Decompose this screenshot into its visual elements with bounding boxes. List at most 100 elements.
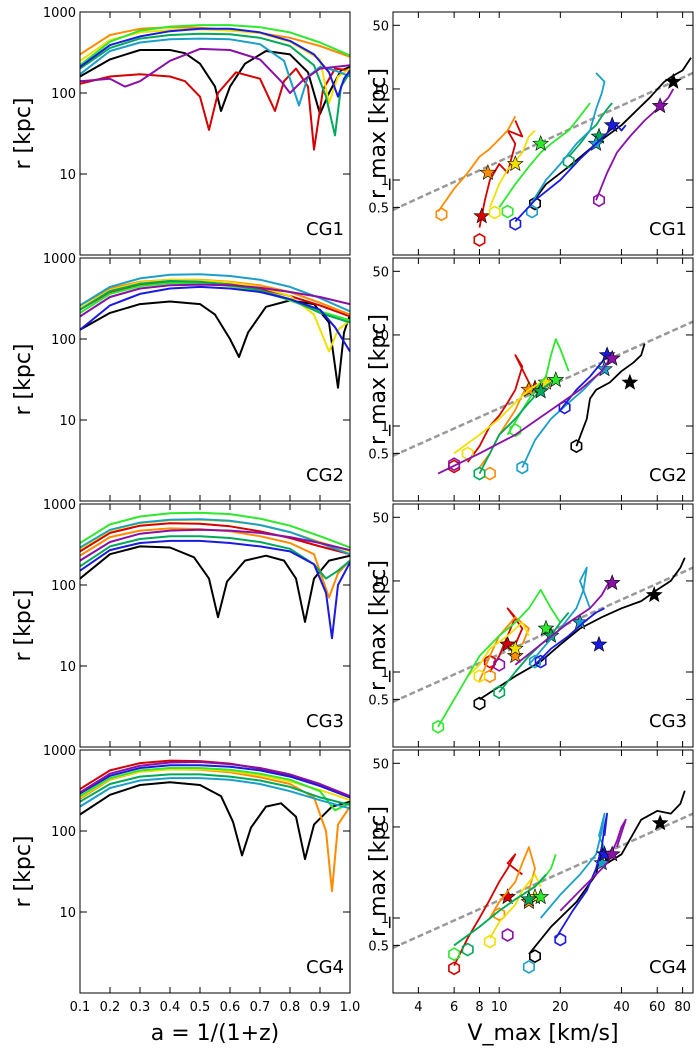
cg1-left-ytick-label: 10	[59, 168, 76, 183]
cg4-right-xtick-label: 20	[552, 1000, 569, 1015]
cg4-right-series-6	[540, 812, 608, 919]
cg3-left-series-4	[80, 511, 350, 549]
cg1-right-ytick-label: 1	[381, 174, 389, 189]
cg1-right-series-1	[478, 120, 524, 228]
cg3-right-panel-title: CG3	[649, 711, 687, 732]
cg4-left-xtick-label: 0.1	[70, 1000, 91, 1015]
cg2-right-ytick-label: 0.5	[368, 447, 389, 462]
cg4-left-xtick-label: 0.2	[100, 1000, 121, 1015]
cg4-left-frame	[79, 749, 351, 994]
cg3-left-frame	[79, 503, 351, 748]
cg3-left-series-7	[80, 539, 350, 640]
cg4-right-series-2	[489, 846, 536, 919]
cg3-right-series-6	[528, 566, 591, 666]
cg2-right-start-marker-5	[473, 466, 486, 481]
cg4-left-series-0	[80, 781, 350, 861]
cg3-left-series-6	[80, 518, 350, 556]
cg2-right-series-0	[575, 343, 646, 447]
cg1-right-end-marker-3	[506, 155, 524, 172]
cg1-left-series-0	[80, 49, 350, 115]
cg2-left-ytick-label: 100	[51, 333, 76, 348]
cg4-right-xtick-label: 80	[674, 1000, 691, 1015]
cg3-left-series-0	[80, 545, 350, 623]
cg4-right-start-marker-6	[522, 959, 535, 974]
cg3-left-panel-title: CG3	[306, 711, 344, 732]
cg2-right-ytick-label: 1	[381, 420, 389, 435]
cg4-left-xtick-label: 0.5	[190, 1000, 211, 1015]
cg1-left-series-5	[80, 32, 350, 137]
cg2-left-series-3	[80, 278, 350, 353]
cg4-right-start-marker-3	[483, 934, 496, 949]
cg3-left-ytick-label: 1000	[43, 498, 76, 513]
cg1-right-series-8	[595, 88, 675, 201]
left-xlabel: a = 1/(1+z)	[151, 1021, 279, 1046]
cg1-right-series-2	[437, 115, 517, 213]
cg4-right-end-marker-1	[499, 888, 517, 905]
cg2-right-end-marker-5	[532, 382, 550, 399]
cg3-right-series-7	[534, 607, 605, 666]
cg4-left-series-4	[80, 767, 350, 812]
cg1-left-ytick-label: 1000	[43, 6, 76, 21]
cg4-right-series-7	[555, 812, 608, 939]
cg4-right-xtick-label: 10	[491, 1000, 508, 1015]
cg3-right-series-2	[478, 616, 530, 682]
cg4-right-xtick-label: 60	[649, 1000, 666, 1015]
cg1-right-start-marker-4	[501, 204, 514, 219]
cg3-right-ytick-label: 1	[381, 666, 389, 681]
cg1-right-start-marker-8	[592, 193, 606, 208]
cg2-right-start-marker-8	[448, 457, 461, 472]
right-xlabel: V_max [km/s]	[467, 1021, 618, 1046]
cg4-right-ytick-label: 1	[381, 912, 389, 927]
cg4-left-xtick-label: 1.0	[340, 1000, 361, 1015]
cg2-right-panel-title: CG2	[649, 465, 687, 486]
cg1-right-frame	[392, 11, 694, 256]
cg4-right-ytick-label: 50	[372, 757, 389, 772]
cg3-left-series-5	[80, 535, 350, 580]
cg3-right-start-marker-5	[493, 685, 506, 700]
cg4-left-series-3	[80, 768, 350, 802]
cg1-left-panel-title: CG1	[306, 219, 344, 240]
cg1-right-end-marker-8	[651, 97, 669, 114]
cg2-right-ytick-label: 50	[372, 265, 389, 280]
cg4-right-ytick-label: 10	[372, 821, 389, 836]
cg2-right-series-3	[453, 381, 542, 455]
cg4-right-xtick-label: 40	[613, 1000, 630, 1015]
cg3-right-start-marker-7	[534, 654, 547, 669]
cg4-right-frame	[392, 749, 694, 994]
cg4-right-start-marker-0	[528, 949, 542, 964]
cg2-right-ylabel: r_max [kpc]	[366, 314, 391, 445]
cg1-left-series-8	[80, 47, 350, 94]
cg1-right-panel-title: CG1	[649, 219, 687, 240]
cg1-left-ylabel: r [kpc]	[11, 97, 36, 169]
cg2-left-series-5	[80, 280, 350, 324]
cg1-right-start-marker-2	[435, 207, 448, 222]
cg2-right-start-marker-4	[509, 423, 522, 438]
cg3-left-series-2	[80, 527, 350, 599]
cg2-right-frame	[392, 257, 694, 502]
cg2-right-series-1	[466, 354, 530, 463]
cg2-right-end-marker-4	[547, 371, 565, 388]
cg2-left-series-8	[80, 283, 350, 318]
cg3-right-ytick-label: 50	[372, 511, 389, 526]
cg4-right-panel-title: CG4	[649, 957, 687, 978]
cg1-right-series-4	[498, 102, 591, 208]
cg3-right-end-marker-1	[499, 635, 517, 652]
cg4-right-start-marker-1	[448, 961, 461, 976]
cg1-left-series-7	[80, 27, 350, 98]
cg2-right-start-marker-2	[483, 466, 496, 481]
cg1-right-ytick-label: 50	[372, 19, 389, 34]
cg1-right-ylabel: r_max [kpc]	[366, 68, 391, 199]
cg1-right-end-marker-4	[532, 134, 550, 151]
cg3-right-end-marker-7	[590, 635, 608, 652]
cg1-right-end-marker-2	[479, 163, 497, 180]
cg3-right-series-3	[467, 621, 530, 677]
cg4-right-ylabel: r_max [kpc]	[366, 806, 391, 937]
cg1-right-series-7	[514, 124, 627, 223]
cg1-left-series-3	[80, 28, 350, 105]
cg4-left-series-5	[80, 773, 350, 806]
cg3-right-ylabel: r_max [kpc]	[366, 560, 391, 691]
cg1-right-ytick-label: 10	[372, 83, 389, 98]
cg3-right-ytick-label: 10	[372, 575, 389, 590]
cg4-left-panel-title: CG4	[306, 957, 344, 978]
